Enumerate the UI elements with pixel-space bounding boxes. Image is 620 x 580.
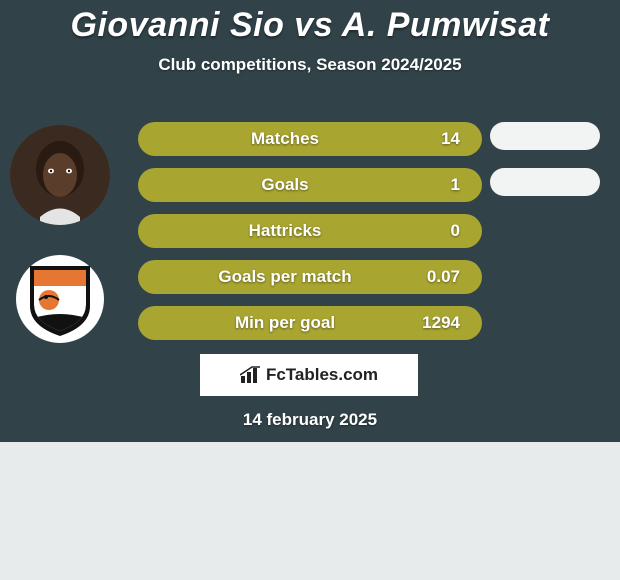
opponent-pill: [490, 122, 600, 150]
person-icon: [10, 125, 110, 225]
stat-row-hattricks: Hattricks 0: [138, 214, 482, 248]
avatar-column: [10, 125, 120, 343]
opponent-pill-column: [490, 122, 600, 214]
stats-panel: Matches 14 Goals 1 Hattricks 0 Goals per…: [138, 122, 482, 352]
stat-label: Matches: [160, 129, 410, 149]
comparison-title: Giovanni Sio vs A. Pumwisat: [0, 0, 620, 45]
stat-value: 0.07: [410, 267, 460, 287]
branding-text: FcTables.com: [266, 365, 378, 385]
stat-label: Goals per match: [160, 267, 410, 287]
player-avatar: [10, 125, 110, 225]
stat-value: 14: [410, 129, 460, 149]
club-badge: [16, 255, 104, 343]
stat-label: Hattricks: [160, 221, 410, 241]
snapshot-date: 14 february 2025: [0, 410, 620, 430]
stat-row-goals: Goals 1: [138, 168, 482, 202]
season-subtitle: Club competitions, Season 2024/2025: [0, 55, 620, 75]
stat-row-goals-per-match: Goals per match 0.07: [138, 260, 482, 294]
opponent-pill: [490, 168, 600, 196]
stat-value: 0: [410, 221, 460, 241]
branding-box: FcTables.com: [200, 354, 418, 396]
stat-value: 1: [410, 175, 460, 195]
stat-label: Goals: [160, 175, 410, 195]
stat-row-min-per-goal: Min per goal 1294: [138, 306, 482, 340]
bottom-filler: [0, 442, 620, 580]
chart-icon: [240, 366, 262, 384]
stat-label: Min per goal: [160, 313, 410, 333]
stat-value: 1294: [410, 313, 460, 333]
shield-icon: [25, 260, 95, 338]
stat-row-matches: Matches 14: [138, 122, 482, 156]
